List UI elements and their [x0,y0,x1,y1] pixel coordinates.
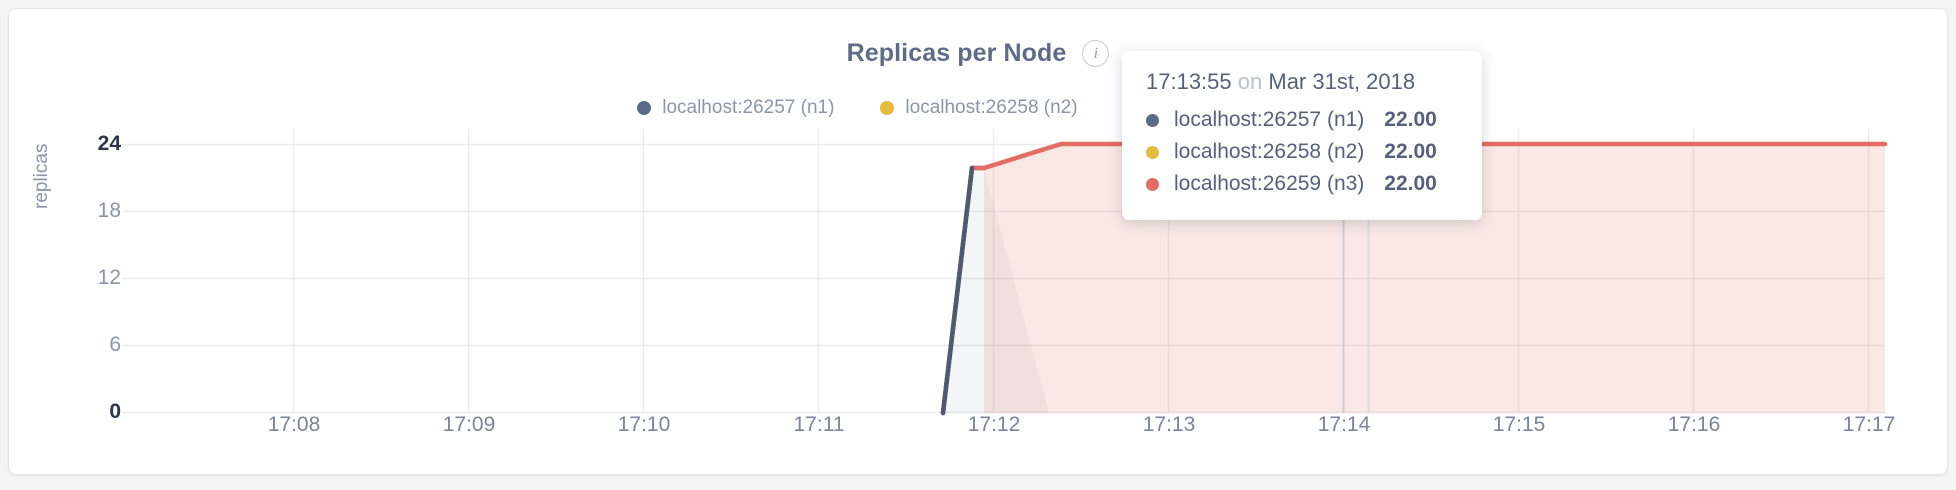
y-tick-12: 12 [97,266,121,289]
tooltip-series-value: 22.00 [1384,108,1437,131]
tooltip-row: localhost:26258 (n2) 22.00 [1146,136,1458,168]
series-dot-icon [1146,145,1159,159]
y-tick-6: 6 [109,333,121,356]
x-tick-1713: 17:13 [1142,413,1196,436]
y-tick-18: 18 [97,199,121,222]
tooltip-series-value: 22.00 [1384,140,1437,163]
x-tick-1714: 17:14 [1317,413,1371,436]
tooltip-series-label: localhost:26258 (n2) [1174,140,1365,163]
x-tick-1710: 17:10 [617,413,671,436]
x-tick-1709: 17:09 [442,413,496,436]
x-tick-1716: 17:16 [1667,413,1721,436]
tooltip-series-value: 22.00 [1384,172,1437,195]
y-tick-0: 0 [109,400,121,423]
tooltip-on-word: on [1237,69,1263,94]
chart-card: Replicas per Node i [8,8,1948,475]
series-n1-riser [940,165,975,416]
series-dot-icon [1146,177,1159,191]
chart-tooltip: 17:13:55 on Mar 31st, 2018 localhost:262… [1122,51,1482,220]
series-dot-icon [1146,113,1159,127]
info-icon[interactable]: i [1082,40,1110,67]
x-tick-1711: 17:11 [793,413,845,436]
plot-area[interactable]: 24 18 12 6 0 replicas 17:08 17:09 17:10 … [9,9,1947,474]
x-tick-1715: 17:15 [1492,413,1546,436]
tooltip-header: 17:13:55 on Mar 31st, 2018 [1146,69,1458,95]
x-tick-1712: 17:12 [967,413,1021,436]
tooltip-date: Mar 31st, 2018 [1268,69,1416,94]
y-axis-label: replicas [31,143,52,209]
tooltip-series-label: localhost:26257 (n1) [1174,108,1365,131]
tooltip-time: 17:13:55 [1146,69,1232,94]
tooltip-row: localhost:26257 (n1) 22.00 [1146,104,1458,136]
chart-svg [122,129,1888,416]
x-tick-1708: 17:08 [267,413,321,436]
tooltip-row: localhost:26259 (n3) 22.00 [1146,168,1458,200]
y-tick-24: 24 [97,132,121,155]
tooltip-series-label: localhost:26259 (n3) [1174,172,1365,195]
x-tick-1717: 17:17 [1842,413,1896,436]
